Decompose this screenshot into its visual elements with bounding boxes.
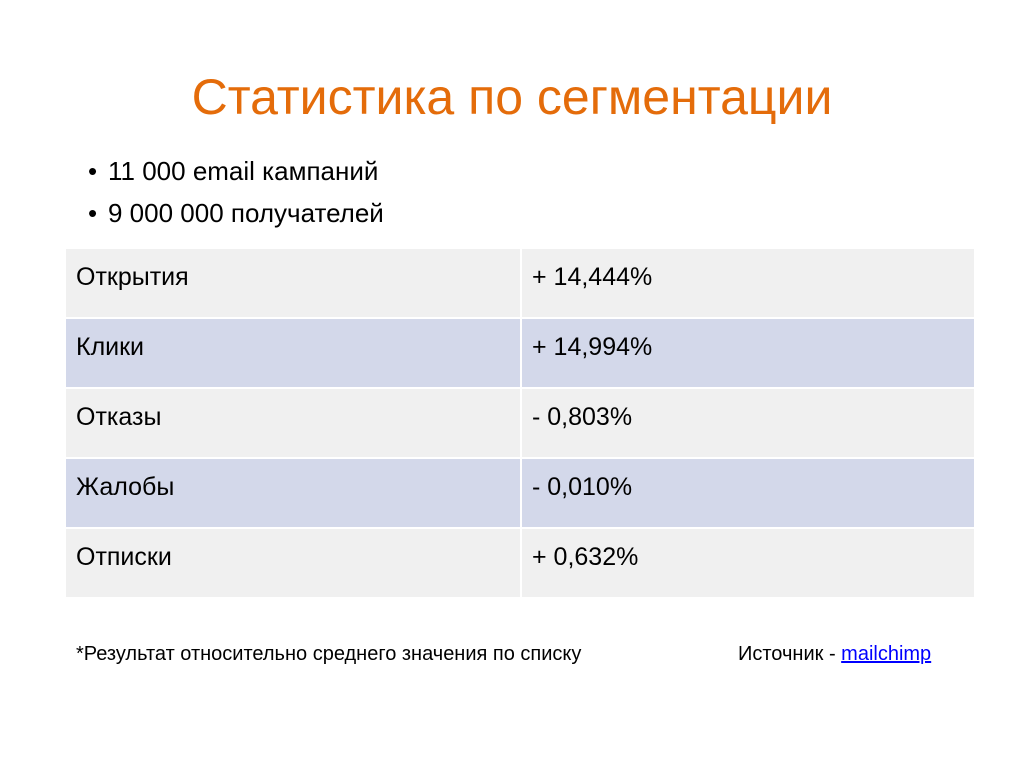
bullet-item: • 9 000 000 получателей <box>88 192 384 234</box>
value-cell: + 14,994% <box>520 317 976 389</box>
table-row: Жалобы - 0,010% <box>64 457 976 529</box>
metric-cell: Отписки <box>64 527 522 599</box>
value-cell: - 0,010% <box>520 457 976 529</box>
source-link[interactable]: mailchimp <box>841 643 932 665</box>
bullet-dot-icon: • <box>88 156 98 186</box>
table-row: Отказы - 0,803% <box>64 387 976 459</box>
stats-table: Открытия + 14,444% Клики + 14,994% Отказ… <box>64 247 976 599</box>
metric-cell: Клики <box>64 317 522 389</box>
bullet-item: • 11 000 email кампаний <box>88 150 384 192</box>
source-credit: Источник - mailchimp <box>738 640 931 668</box>
metric-cell: Открытия <box>64 247 522 319</box>
source-prefix: Источник - <box>738 643 842 665</box>
bullet-text: 9 000 000 получателей <box>108 198 384 228</box>
metric-cell: Жалобы <box>64 457 522 529</box>
metric-cell: Отказы <box>64 387 522 459</box>
table-row: Открытия + 14,444% <box>64 247 976 319</box>
table-row: Отписки + 0,632% <box>64 527 976 599</box>
slide-title: Статистика по сегментации <box>191 69 833 125</box>
table-row: Клики + 14,994% <box>64 317 976 389</box>
bullet-dot-icon: • <box>88 198 98 228</box>
value-cell: + 14,444% <box>520 247 976 319</box>
value-cell: + 0,632% <box>520 527 976 599</box>
bullet-list: • 11 000 email кампаний • 9 000 000 получа… <box>88 150 384 234</box>
bullet-text: 11 000 email кампаний <box>108 156 379 186</box>
value-cell: - 0,803% <box>520 387 976 459</box>
footnote: *Результат относительно среднего значени… <box>76 643 582 665</box>
